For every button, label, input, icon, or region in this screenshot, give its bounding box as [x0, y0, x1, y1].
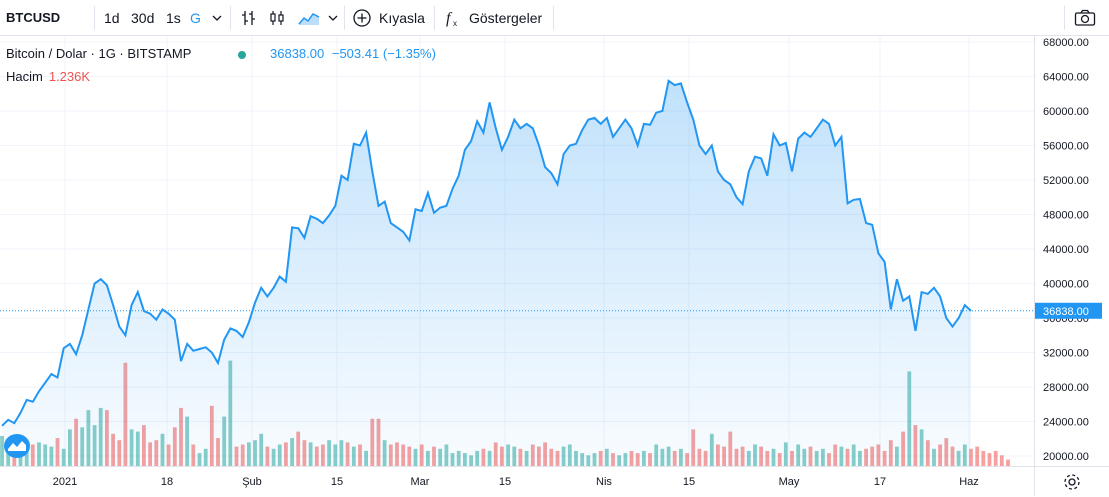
volume-bar — [987, 453, 992, 466]
x-tick-label: May — [779, 476, 800, 488]
interval-g-button[interactable]: G — [190, 10, 201, 26]
last-price-tag-label: 36838.00 — [1043, 306, 1089, 318]
toolbar-divider — [344, 6, 345, 30]
toolbar-divider — [553, 6, 554, 30]
y-tick-label: 24000.00 — [1043, 417, 1089, 429]
indicators-button[interactable]: Göstergeler — [469, 10, 543, 26]
symbol-search[interactable]: BTCUSD — [6, 10, 61, 25]
x-tick-label: 2021 — [53, 476, 77, 488]
market-status-dot — [238, 51, 246, 59]
compare-button[interactable]: Kıyasla — [379, 10, 425, 26]
volume-legend-label: Hacim — [6, 69, 43, 84]
bar-chart-icon[interactable] — [238, 0, 260, 36]
interval-30d-button[interactable]: 30d — [131, 10, 155, 26]
toolbar-divider — [434, 6, 435, 30]
x-tick-label: 18 — [161, 476, 173, 488]
x-tick-label: 17 — [874, 476, 886, 488]
legend-price: 36838.00 — [270, 46, 325, 61]
x-tick-label: Haz — [959, 476, 979, 488]
volume-bar — [981, 450, 986, 466]
y-tick-label: 32000.00 — [1043, 348, 1089, 360]
last-price-tag: 36838.00 — [1035, 302, 1102, 319]
x-tick-label: 15 — [499, 476, 511, 488]
chevron-down-icon[interactable] — [324, 0, 342, 36]
tradingview-logo-icon[interactable] — [4, 434, 30, 458]
volume-legend-value: 1.236K — [48, 69, 91, 84]
gear-icon[interactable] — [1062, 472, 1082, 492]
volume-legend: Hacim 1.236K — [6, 69, 90, 84]
interval-1d-button[interactable]: 1d — [104, 10, 120, 26]
svg-text:x: x — [453, 19, 457, 28]
price-axis[interactable]: 68000.00 64000.00 60000.00 56000.00 52000.00… — [1043, 37, 1089, 463]
volume-bar — [999, 455, 1004, 467]
price-chart[interactable]: 68000.00 64000.00 60000.00 56000.00 52000.00… — [0, 36, 1109, 496]
y-tick-label: 52000.00 — [1043, 175, 1089, 187]
interval-1s-button[interactable]: 1s — [166, 10, 181, 26]
volume-bar — [993, 450, 998, 466]
y-tick-label: 40000.00 — [1043, 279, 1089, 291]
volume-bar — [1006, 459, 1010, 467]
y-tick-label: 64000.00 — [1043, 72, 1089, 84]
price-line — [1, 79, 972, 427]
time-axis[interactable]: 2021 18 Şub 15 Mar 15 Nis 15 May 17 Haz — [53, 476, 979, 488]
y-tick-label: 60000.00 — [1043, 106, 1089, 118]
chart-legend-title: Bitcoin / Dolar · 1G · BITSTAMP — [6, 46, 192, 61]
y-tick-label: 20000.00 — [1043, 451, 1089, 463]
y-tick-label: 68000.00 — [1043, 37, 1089, 49]
toolbar-divider — [230, 6, 231, 30]
x-tick-label: Nis — [596, 476, 612, 488]
y-tick-label: 56000.00 — [1043, 141, 1089, 153]
svg-text:f: f — [446, 10, 453, 27]
volume-bar — [975, 446, 980, 466]
last-price-tag-box — [1035, 302, 1102, 319]
x-tick-label: 15 — [683, 476, 695, 488]
candlestick-icon[interactable] — [266, 0, 288, 36]
x-tick-label: Mar — [411, 476, 430, 488]
toolbar-divider — [94, 6, 95, 30]
y-tick-label: 44000.00 — [1043, 244, 1089, 256]
plus-circle-icon[interactable] — [350, 0, 374, 36]
y-tick-label: 28000.00 — [1043, 382, 1089, 394]
toolbar-divider — [1064, 6, 1065, 30]
x-tick-label: 15 — [331, 476, 343, 488]
chevron-down-icon[interactable] — [208, 0, 226, 36]
x-tick-label: Şub — [242, 476, 262, 488]
camera-icon[interactable] — [1072, 0, 1098, 36]
y-tick-label: 48000.00 — [1043, 210, 1089, 222]
chart-legend-values: 36838.00 −503.41 (−1.35%) — [270, 46, 436, 61]
price-area-fill — [2, 80, 971, 467]
legend-change: −503.41 (−1.35%) — [331, 46, 436, 61]
area-chart-icon[interactable] — [296, 0, 322, 36]
